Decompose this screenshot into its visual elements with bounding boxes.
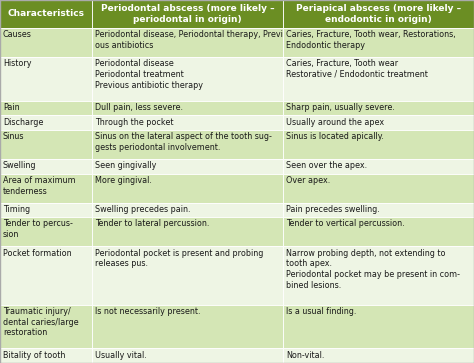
Text: Pain: Pain — [3, 103, 19, 112]
Bar — [0, 246, 92, 305]
Text: Tender to lateral percussion.: Tender to lateral percussion. — [95, 220, 210, 228]
Text: Bitality of tooth: Bitality of tooth — [3, 351, 65, 360]
Text: Through the pocket: Through the pocket — [95, 118, 174, 127]
Text: Is a usual finding.: Is a usual finding. — [286, 307, 356, 316]
Text: Seen over the apex.: Seen over the apex. — [286, 161, 367, 170]
Text: Discharge: Discharge — [3, 118, 43, 127]
Text: Pocket formation: Pocket formation — [3, 249, 72, 258]
Text: Periodontal abscess (more likely –
periodontal in origin): Periodontal abscess (more likely – perio… — [101, 4, 274, 24]
Bar — [92, 246, 283, 305]
Bar — [0, 0, 92, 28]
Bar — [0, 217, 92, 246]
Text: Periodontal disease, Periodontal therapy, Previ-
ous antibiotics: Periodontal disease, Periodontal therapy… — [95, 30, 286, 50]
Bar — [92, 348, 283, 363]
Bar — [283, 217, 474, 246]
Text: Causes: Causes — [3, 30, 32, 39]
Text: Periodontal disease
Periodontal treatment
Previous antibiotic therapy: Periodontal disease Periodontal treatmen… — [95, 59, 203, 90]
Bar — [283, 57, 474, 101]
Bar — [92, 115, 283, 130]
Text: Traumatic injury/
dental caries/large
restoration: Traumatic injury/ dental caries/large re… — [3, 307, 79, 337]
Bar — [0, 203, 92, 217]
Bar — [92, 203, 283, 217]
Bar — [0, 28, 92, 57]
Bar — [283, 159, 474, 174]
Bar — [92, 305, 283, 348]
Text: Caries, Fracture, Tooth wear, Restorations,
Endodontic therapy: Caries, Fracture, Tooth wear, Restoratio… — [286, 30, 456, 50]
Text: Sinus on the lateral aspect of the tooth sug-
gests periodontal involvement.: Sinus on the lateral aspect of the tooth… — [95, 132, 272, 152]
Text: Sinus is located apically.: Sinus is located apically. — [286, 132, 383, 141]
Text: Periodontal pocket is present and probing
releases pus.: Periodontal pocket is present and probin… — [95, 249, 264, 268]
Bar — [283, 101, 474, 115]
Text: Seen gingivally: Seen gingivally — [95, 161, 156, 170]
Bar — [92, 57, 283, 101]
Text: Is not necessarily present.: Is not necessarily present. — [95, 307, 201, 316]
Bar — [92, 28, 283, 57]
Text: Sharp pain, usually severe.: Sharp pain, usually severe. — [286, 103, 395, 112]
Bar — [92, 0, 283, 28]
Bar — [283, 348, 474, 363]
Text: Pain precedes swelling.: Pain precedes swelling. — [286, 205, 380, 214]
Text: Characteristics: Characteristics — [8, 9, 85, 19]
Bar — [283, 246, 474, 305]
Text: Timing: Timing — [3, 205, 30, 214]
Text: Narrow probing depth, not extending to
tooth apex.
Periodontal pocket may be pre: Narrow probing depth, not extending to t… — [286, 249, 460, 290]
Text: Usually around the apex: Usually around the apex — [286, 118, 384, 127]
Bar — [283, 115, 474, 130]
Text: Usually vital.: Usually vital. — [95, 351, 147, 360]
Bar — [283, 203, 474, 217]
Text: Swelling: Swelling — [3, 161, 36, 170]
Bar — [0, 57, 92, 101]
Bar — [283, 130, 474, 159]
Text: Non-vital.: Non-vital. — [286, 351, 324, 360]
Text: Swelling precedes pain.: Swelling precedes pain. — [95, 205, 191, 214]
Bar — [0, 305, 92, 348]
Bar — [283, 174, 474, 203]
Bar — [92, 174, 283, 203]
Text: Dull pain, less severe.: Dull pain, less severe. — [95, 103, 183, 112]
Bar — [92, 217, 283, 246]
Bar — [0, 115, 92, 130]
Text: Tender to percus-
sion: Tender to percus- sion — [3, 220, 73, 239]
Text: Tender to vertical percussion.: Tender to vertical percussion. — [286, 220, 404, 228]
Bar — [92, 130, 283, 159]
Text: History: History — [3, 59, 31, 68]
Text: Sinus: Sinus — [3, 132, 24, 141]
Bar — [0, 159, 92, 174]
Text: Over apex.: Over apex. — [286, 176, 330, 185]
Text: More gingival.: More gingival. — [95, 176, 152, 185]
Bar — [0, 348, 92, 363]
Bar — [283, 28, 474, 57]
Bar — [0, 101, 92, 115]
Bar — [0, 174, 92, 203]
Text: Periapical abscess (more likely –
endodontic in origin): Periapical abscess (more likely – endodo… — [296, 4, 461, 24]
Bar — [283, 305, 474, 348]
Bar — [283, 0, 474, 28]
Text: Area of maximum
tenderness: Area of maximum tenderness — [3, 176, 75, 196]
Bar — [0, 130, 92, 159]
Bar — [92, 159, 283, 174]
Text: Caries, Fracture, Tooth wear
Restorative / Endodontic treatment: Caries, Fracture, Tooth wear Restorative… — [286, 59, 428, 79]
Bar — [92, 101, 283, 115]
